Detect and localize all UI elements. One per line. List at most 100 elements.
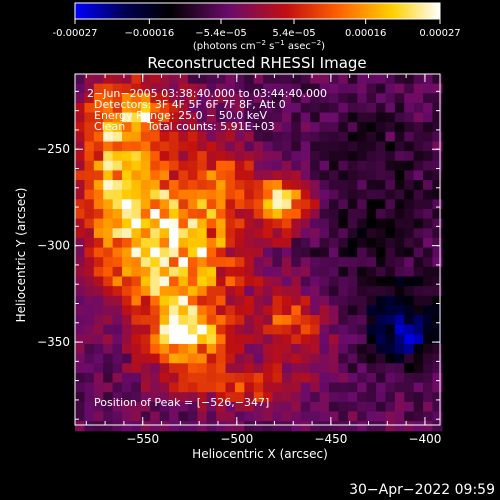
heatmap-cell [432,353,443,364]
heatmap-cell [385,421,396,432]
heatmap-cell [103,170,114,181]
heatmap-cell [300,122,311,133]
heatmap-cell [272,392,283,403]
heatmap-cell [310,257,321,268]
heatmap-cell [338,421,349,432]
heatmap-cell [366,83,377,94]
heatmap-cell [253,334,264,345]
heatmap-cell [328,180,339,191]
heatmap-cell [385,363,396,374]
heatmap-cell [319,382,330,393]
heatmap-cell [75,372,86,384]
heatmap-cell [394,353,405,364]
heatmap-cell [263,122,274,133]
heatmap-cell [394,74,405,85]
heatmap-cell [84,131,95,143]
heatmap-cell [93,401,104,413]
heatmap-cell [423,199,434,210]
heatmap-cell [376,237,387,249]
heatmap-cell [112,93,123,104]
heatmap-cell [376,334,387,345]
heatmap-cell [112,112,123,123]
heatmap-cell [234,266,245,278]
heatmap-cell [366,112,377,123]
heatmap-cell [394,286,405,297]
heatmap-cell [131,237,142,249]
heatmap-cell [93,382,104,393]
heatmap-cell [253,180,264,191]
heatmap-cell [272,237,283,249]
heatmap-cell [206,74,217,85]
heatmap-cell [357,315,368,326]
heatmap-cell [225,286,236,297]
heatmap-cell [423,334,434,345]
heatmap-cell [404,122,415,133]
heatmap-cell [216,209,227,220]
heatmap-cell [75,324,86,335]
heatmap-cell [244,353,255,364]
heatmap-cell [357,401,368,413]
heatmap-cell [319,141,330,152]
heatmap-cell [404,218,415,229]
heatmap-cell [404,266,415,278]
heatmap-cell [347,315,358,326]
heatmap-cell [206,112,217,123]
heatmap-cell [140,74,151,85]
heatmap-cell [432,209,443,220]
heatmap-cell [328,170,339,181]
heatmap-cell [338,372,349,384]
heatmap-cell [150,305,161,316]
heatmap-cell [272,151,283,162]
heatmap-cell [150,392,161,403]
heatmap-cell [187,295,198,307]
heatmap-cell [310,160,321,172]
heatmap-cell [197,266,208,278]
heatmap-cell [140,170,151,181]
heatmap-cell [206,199,217,210]
heatmap-cell [328,372,339,384]
heatmap-cell [159,421,170,432]
heatmap-cell [394,141,405,152]
heatmap-cell [140,276,151,287]
heatmap-cell [376,83,387,94]
heatmap-cell [357,257,368,268]
heatmap-cell [169,74,180,85]
heatmap-cell [338,392,349,403]
heatmap-cell [300,363,311,374]
heatmap-cell [423,141,434,152]
heatmap-cell [131,257,142,268]
heatmap-cell [281,131,292,143]
heatmap-cell [131,141,142,152]
heatmap-cell [394,247,405,258]
heatmap-cell [310,411,321,422]
heatmap-cell [197,363,208,374]
heatmap-cell [281,286,292,297]
heatmap-cell [376,247,387,258]
heatmap-cell [328,411,339,422]
heatmap-cell [93,218,104,229]
heatmap-cell [234,421,245,432]
heatmap-cell [423,257,434,268]
heatmap-cell [122,353,133,364]
heatmap-cell [112,421,123,432]
heatmap-cell [131,83,142,94]
heatmap-cell [253,382,264,393]
heatmap-cell [423,160,434,172]
heatmap-cell [291,324,302,335]
heatmap-cell [187,247,198,258]
heatmap-cell [366,344,377,355]
heatmap-cell [206,102,217,114]
heatmap-cell [75,180,86,191]
heatmap-cell [394,189,405,200]
heatmap-cell [206,257,217,268]
heatmap-cell [404,83,415,94]
heatmap-cell [197,392,208,403]
heatmap-cell [347,295,358,307]
heatmap-cell [178,295,189,307]
heatmap-cell [150,189,161,200]
heatmap-cell [84,199,95,210]
heatmap-cell [394,102,405,114]
heatmap-cell [366,131,377,143]
heatmap-cell [347,305,358,316]
heatmap-cell [140,334,151,345]
